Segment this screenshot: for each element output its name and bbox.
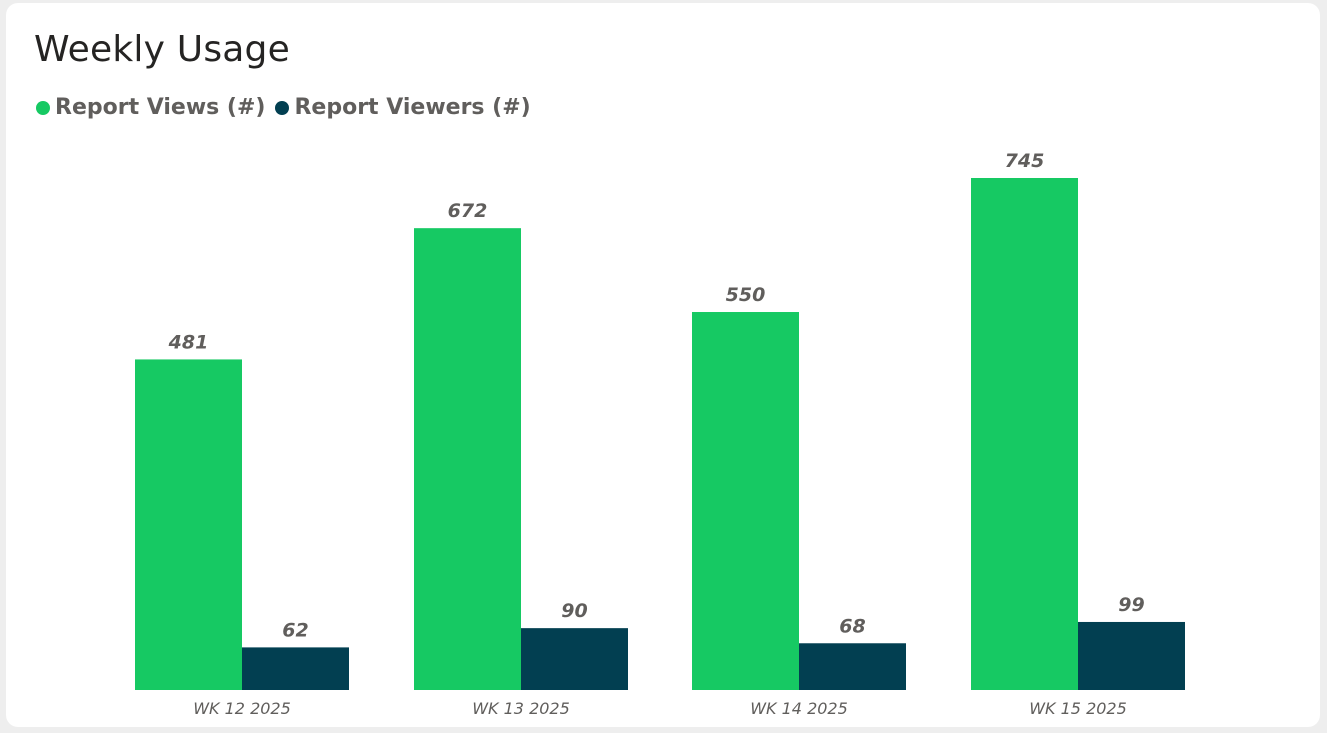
legend-item-report-viewers[interactable]: Report Viewers (#) bbox=[275, 95, 531, 120]
legend-item-report-views[interactable]: Report Views (#) bbox=[36, 95, 265, 120]
bar-report-views-2[interactable] bbox=[414, 228, 521, 690]
x-tick-label-1: WK 12 2025 bbox=[193, 699, 291, 718]
bar-report-viewers-3[interactable] bbox=[799, 643, 906, 690]
bar-report-views-3[interactable] bbox=[692, 312, 799, 690]
data-label-report-views-2: 672 bbox=[448, 200, 488, 222]
legend-label-report-viewers: Report Viewers (#) bbox=[294, 95, 531, 120]
data-label-report-views-3: 550 bbox=[726, 284, 766, 306]
legend: Report Views (#) Report Viewers (#) bbox=[36, 95, 541, 120]
data-label-report-viewers-2: 90 bbox=[561, 600, 587, 622]
data-label-report-viewers-4: 99 bbox=[1118, 594, 1144, 616]
data-label-report-viewers-1: 62 bbox=[282, 619, 308, 641]
bar-report-views-4[interactable] bbox=[971, 178, 1078, 690]
chart-title: Weekly Usage bbox=[34, 29, 290, 70]
bar-report-views-1[interactable] bbox=[135, 359, 242, 690]
legend-label-report-views: Report Views (#) bbox=[55, 95, 266, 120]
legend-dot-report-views bbox=[36, 100, 50, 115]
data-label-report-views-4: 745 bbox=[1005, 150, 1045, 172]
x-tick-label-2: WK 13 2025 bbox=[472, 699, 570, 718]
x-tick-label-4: WK 15 2025 bbox=[1029, 699, 1127, 718]
bar-report-viewers-4[interactable] bbox=[1078, 621, 1185, 690]
data-label-report-viewers-3: 68 bbox=[839, 615, 865, 637]
bar-report-viewers-2[interactable] bbox=[521, 628, 628, 690]
x-tick-label-3: WK 14 2025 bbox=[750, 699, 848, 718]
data-label-report-views-1: 481 bbox=[168, 331, 209, 353]
bar-report-viewers-1[interactable] bbox=[242, 647, 349, 690]
legend-dot-report-viewers bbox=[275, 100, 290, 115]
